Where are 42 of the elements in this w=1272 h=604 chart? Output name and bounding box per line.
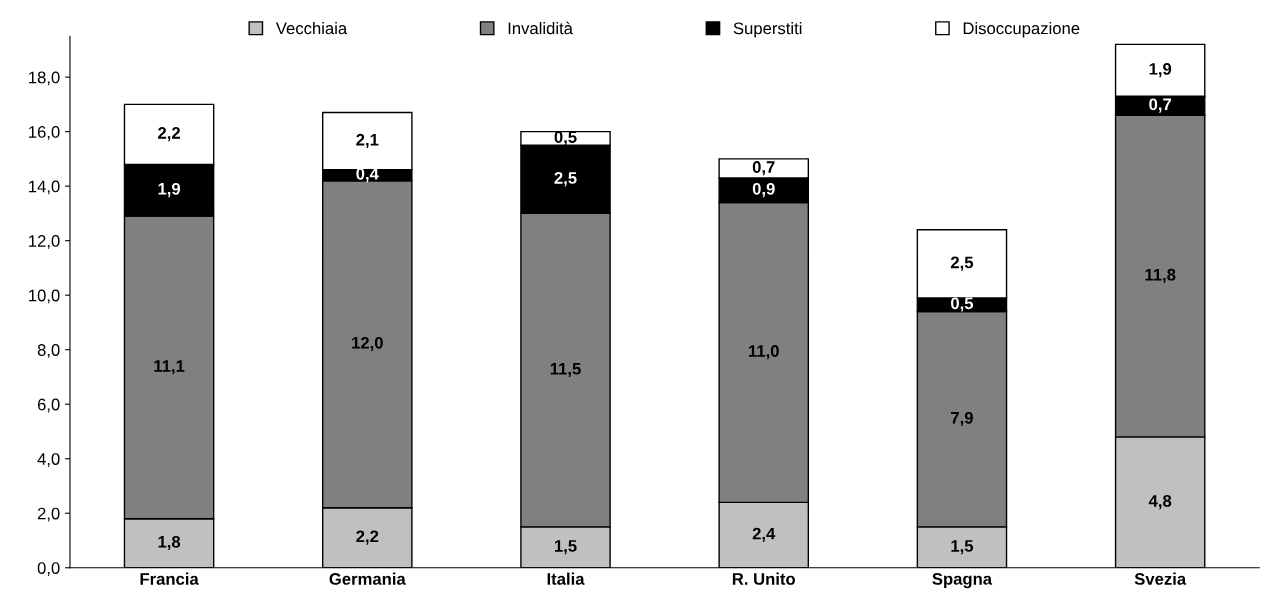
data-label: 0,9: [752, 182, 775, 198]
data-label: 1,5: [554, 540, 577, 555]
data-label: 0,7: [1149, 98, 1172, 113]
data-label: 11,5: [550, 362, 581, 378]
data-label: 1,8: [158, 535, 181, 551]
data-label: 12,0: [352, 336, 383, 352]
data-label: 0,7: [752, 161, 775, 176]
data-label: 7,9: [951, 411, 973, 427]
x-tick-label: Germania: [329, 572, 406, 585]
x-tick-label: R. Unito: [732, 572, 796, 585]
data-label: 1,9: [1149, 62, 1172, 78]
x-tick-label: Spagna: [932, 572, 993, 589]
x-tick-label: Italia: [547, 572, 585, 585]
y-tick-label: 4,0: [37, 453, 60, 467]
data-label: 1,9: [158, 182, 181, 198]
x-tick-label: Francia: [140, 572, 199, 585]
y-tick-label: 18,0: [29, 71, 60, 86]
legend-label: Superstiti: [733, 22, 802, 38]
y-tick-label: 0,0: [37, 562, 60, 576]
legend-label: Invalidità: [508, 21, 573, 35]
y-tick-label: 8,0: [37, 344, 60, 358]
legend-label: Disoccupazione: [963, 22, 1080, 38]
data-label: 2,2: [158, 127, 180, 142]
y-tick-label: 12,0: [29, 235, 60, 249]
data-label: 11,8: [1145, 268, 1176, 283]
y-tick-label: 16,0: [29, 126, 60, 140]
data-label: 2,1: [356, 133, 379, 149]
data-label: 0,5: [951, 297, 974, 312]
data-label: 2,5: [554, 172, 577, 187]
data-label: 11,1: [154, 360, 185, 375]
y-tick-label: 10,0: [29, 289, 60, 304]
data-label: 1,5: [951, 540, 974, 555]
data-label: 4,8: [1148, 495, 1172, 510]
y-tick-label: 6,0: [37, 398, 60, 413]
data-label: 2,2: [356, 530, 379, 545]
data-label: 11,0: [749, 345, 779, 360]
y-tick-label: 2,0: [37, 507, 60, 522]
data-label: 2,4: [752, 527, 776, 542]
legend-label: Vecchiaia: [275, 22, 348, 35]
data-label: 2,5: [950, 256, 974, 271]
x-tick-label: Svezia: [1134, 572, 1187, 585]
y-tick-label: 14,0: [29, 180, 60, 195]
